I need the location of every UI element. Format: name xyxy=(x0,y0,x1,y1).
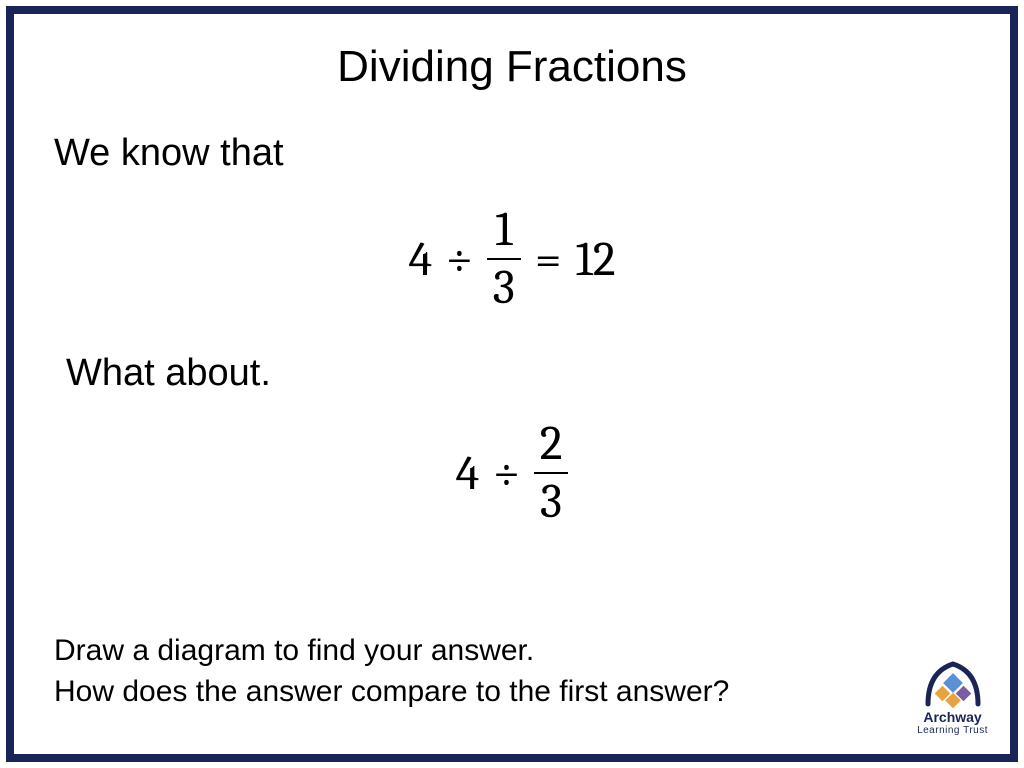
eq1-left: 4 xyxy=(409,232,433,287)
eq1-numerator: 1 xyxy=(489,205,518,255)
eq2-fraction: 2 3 xyxy=(534,419,569,528)
logo-name: Archway xyxy=(917,710,988,725)
intro-text: We know that xyxy=(54,132,980,175)
eq1-fraction: 1 3 xyxy=(487,205,521,314)
equation-1: 4 ÷ 1 3 = 12 xyxy=(44,205,980,314)
archway-logo: Archway Learning Trust xyxy=(917,658,988,736)
eq2-denominator: 3 xyxy=(534,477,568,527)
logo-sub: Learning Trust xyxy=(917,725,988,736)
equation-2: 4 ÷ 2 3 xyxy=(44,419,980,528)
eq1-denominator: 3 xyxy=(487,263,521,313)
instruction-line-2: How does the answer compare to the first… xyxy=(54,672,729,713)
eq2-op: ÷ xyxy=(493,446,520,501)
eq1-op: ÷ xyxy=(446,232,473,287)
eq2-numerator: 2 xyxy=(534,419,569,469)
instruction-line-1: Draw a diagram to find your answer. xyxy=(54,631,729,672)
prompt-text: What about. xyxy=(66,352,980,395)
instructions: Draw a diagram to find your answer. How … xyxy=(54,631,729,712)
slide-border: Dividing Fractions We know that 4 ÷ 1 3 … xyxy=(6,6,1018,762)
eq2-left: 4 xyxy=(456,446,480,501)
slide-content: Dividing Fractions We know that 4 ÷ 1 3 … xyxy=(14,14,1010,754)
slide-title: Dividing Fractions xyxy=(44,42,980,92)
archway-logo-icon xyxy=(922,658,984,708)
eq1-equals: = xyxy=(535,232,562,287)
eq1-right: 12 xyxy=(575,232,615,287)
